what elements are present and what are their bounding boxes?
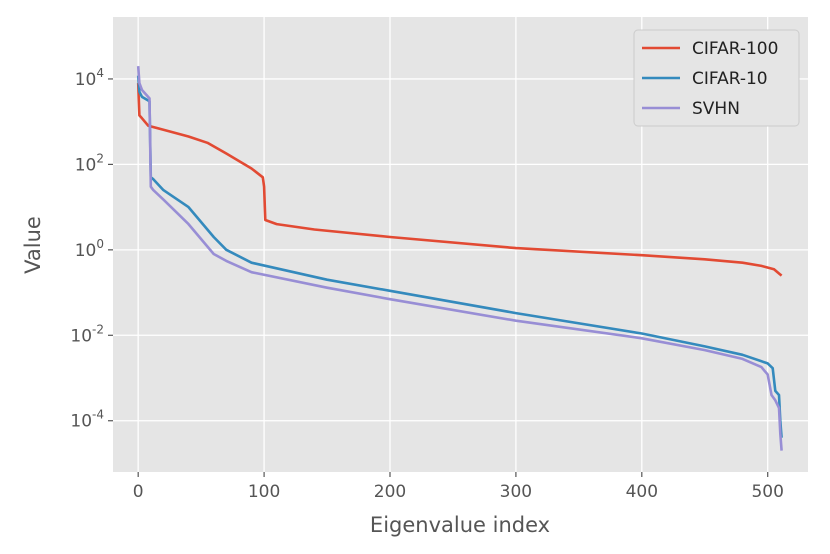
series-line-svhn bbox=[136, 66, 783, 451]
legend: CIFAR-100 CIFAR-10 SVHN bbox=[633, 29, 800, 127]
series-lines bbox=[136, 66, 783, 451]
x-tick-labels: 0 100 200 300 400 500 bbox=[133, 472, 784, 502]
x-tick-label: 0 bbox=[133, 482, 144, 502]
legend-box bbox=[633, 29, 800, 127]
x-tick-label: 100 bbox=[248, 482, 280, 502]
y-tick-label: 10-4 bbox=[70, 408, 104, 432]
legend-label: CIFAR-10 bbox=[692, 69, 768, 89]
y-tick-label: 102 bbox=[75, 151, 104, 175]
legend-label: SVHN bbox=[692, 99, 740, 119]
y-tick-label: 10-2 bbox=[70, 322, 104, 346]
series-line-cifar-100 bbox=[136, 83, 783, 277]
x-tick-label: 300 bbox=[500, 482, 532, 502]
x-tick-label: 400 bbox=[626, 482, 658, 502]
y-tick-label: 100 bbox=[75, 237, 104, 261]
x-tick-label: 200 bbox=[374, 482, 406, 502]
y-tick-labels: 104 102 100 10-2 10-4 bbox=[70, 66, 113, 432]
y-axis-title: Value bbox=[21, 216, 45, 274]
x-axis-title: Eigenvalue index bbox=[370, 513, 550, 537]
y-tick-label: 104 bbox=[75, 66, 104, 90]
x-tick-label: 500 bbox=[751, 482, 783, 502]
legend-label: CIFAR-100 bbox=[692, 39, 778, 59]
